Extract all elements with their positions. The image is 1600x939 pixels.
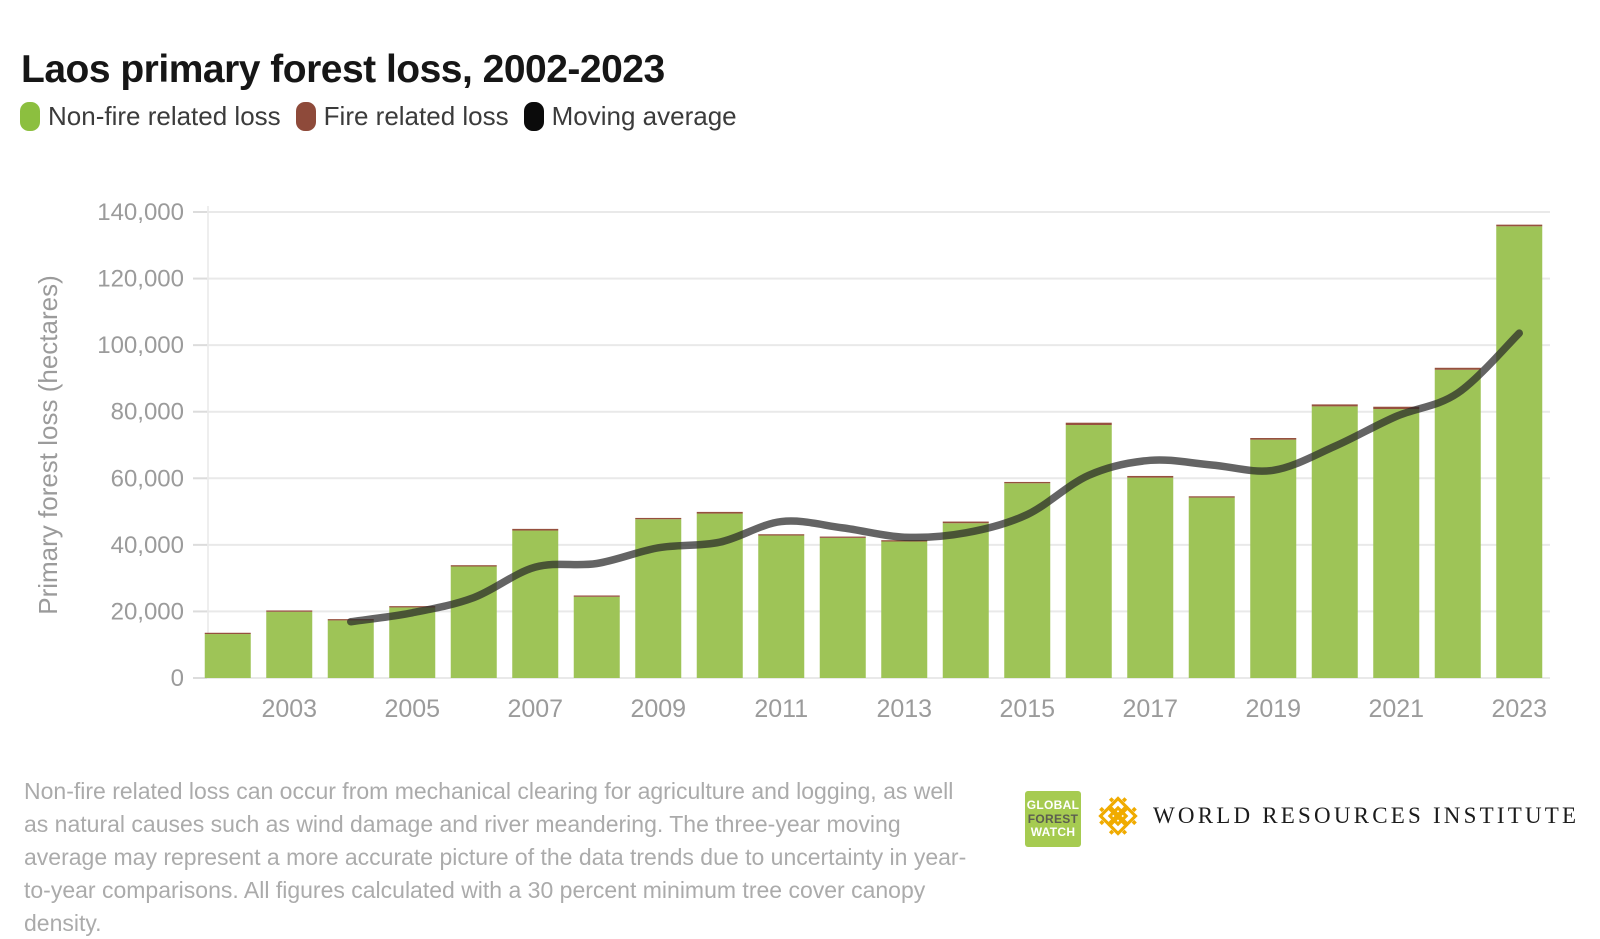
bar-nonfire-2007[interactable] [512,530,559,678]
x-tick-label-2013: 2013 [876,695,932,723]
bar-fire-2009[interactable] [635,517,682,520]
gfw-logo-text: WATCH [1030,825,1076,839]
legend-label: Fire related loss [323,101,509,131]
bar-fire-2006[interactable] [450,565,497,567]
x-tick-label-2023: 2023 [1491,695,1547,723]
x-tick-label-2011: 2011 [754,695,808,723]
bar-nonfire-2018[interactable] [1188,497,1235,678]
bar-nonfire-2021[interactable] [1373,409,1420,678]
y-tick-label: 40,000 [111,532,184,559]
bar-fire-2007[interactable] [512,528,559,531]
bar-nonfire-2016[interactable] [1065,425,1112,678]
y-tick-label: 140,000 [97,199,184,226]
bar-nonfire-2023[interactable] [1496,226,1543,678]
bar-nonfire-2014[interactable] [942,523,989,678]
bar-fire-2002[interactable] [204,632,251,635]
bar-fire-2021[interactable] [1373,406,1420,410]
fire-swatch-icon [295,102,316,131]
bar-fire-2019[interactable] [1250,438,1297,440]
gfw-logo-text: FOREST [1027,811,1079,826]
bar-nonfire-2005[interactable] [389,607,436,678]
x-tick-label-2019: 2019 [1245,695,1301,723]
bar-nonfire-2017[interactable] [1127,477,1174,678]
legend-item-fire[interactable]: Fire related loss [295,101,509,132]
legend-item-moving-average[interactable]: Moving average [523,101,737,132]
global-forest-watch-logo[interactable]: GLOBAL FOREST WATCH [1025,791,1081,847]
legend-item-non-fire[interactable]: Non-fire related loss [20,101,281,132]
legend-label: Non-fire related loss [48,101,281,131]
bar-nonfire-2019[interactable] [1250,439,1297,678]
forest-loss-chart: 0 20,000 40,000 60,000 80,000 100,000 120,000 1… [33,199,1550,723]
bar-fire-2016[interactable] [1065,422,1112,426]
x-tick-label-2003: 2003 [261,695,317,723]
bar-fire-2005[interactable] [389,606,436,608]
bar-fire-2012[interactable] [819,536,866,538]
x-tick-label-2007: 2007 [507,695,563,723]
x-tick-label-2009: 2009 [630,695,686,723]
wri-logo-text: WORLD RESOURCES INSTITUTE [1153,803,1580,828]
bar-fire-2017[interactable] [1127,475,1174,478]
x-tick-label-2005: 2005 [384,695,440,723]
y-tick-label: 60,000 [111,465,184,492]
world-resources-institute-logo[interactable]: WORLD RESOURCES INSTITUTE [1096,794,1579,838]
bar-nonfire-2002[interactable] [204,634,251,678]
bar-fire-2018[interactable] [1188,496,1235,498]
gfw-logo-text: GLOBAL [1026,798,1080,812]
moving-average-line[interactable] [347,329,1523,626]
non-fire-swatch-icon [20,102,40,131]
x-tick-label-2021: 2021 [1368,695,1424,723]
bar-fire-2008[interactable] [573,595,620,597]
y-axis-title: Primary forest loss (hectares) [33,275,63,615]
y-tick-label: 80,000 [111,399,184,426]
wri-weave-icon [1098,796,1138,836]
x-tick-label-2017: 2017 [1122,695,1178,723]
y-tick-label: 20,000 [111,598,184,625]
bar-nonfire-2011[interactable] [758,535,805,678]
bar-nonfire-2013[interactable] [881,541,928,678]
bar-fire-2023[interactable] [1496,224,1543,227]
bar-nonfire-2008[interactable] [573,596,620,678]
moving-average-swatch-icon [523,102,544,131]
bar-fire-2011[interactable] [758,534,805,536]
bar-fire-2003[interactable] [266,610,313,612]
x-tick-label-2015: 2015 [999,695,1055,723]
bar-fire-2014[interactable] [942,521,989,524]
bar-nonfire-2003[interactable] [266,611,313,678]
chart-legend: Non-fire related loss Fire related loss … [20,101,752,132]
chart-title: Laos primary forest loss, 2002-2023 [21,48,665,92]
legend-label: Moving average [551,101,737,131]
y-tick-label: 120,000 [97,266,184,293]
bar-fire-2022[interactable] [1434,367,1481,370]
y-tick-label: 100,000 [97,332,184,359]
gfw-widget-page: Laos primary forest loss, 2002-2023 Non-… [20,48,1579,936]
bar-nonfire-2022[interactable] [1434,369,1481,678]
bar-nonfire-2006[interactable] [450,566,497,678]
bar-fire-2010[interactable] [696,511,743,514]
y-tick-label: 0 [171,665,184,692]
bar-nonfire-2012[interactable] [819,537,866,678]
bar-fire-2015[interactable] [1004,481,1051,484]
bar-nonfire-2004[interactable] [327,620,374,678]
bar-fire-2020[interactable] [1311,404,1358,407]
chart-footnote: Non-fire related loss can occur from mec… [24,778,967,936]
